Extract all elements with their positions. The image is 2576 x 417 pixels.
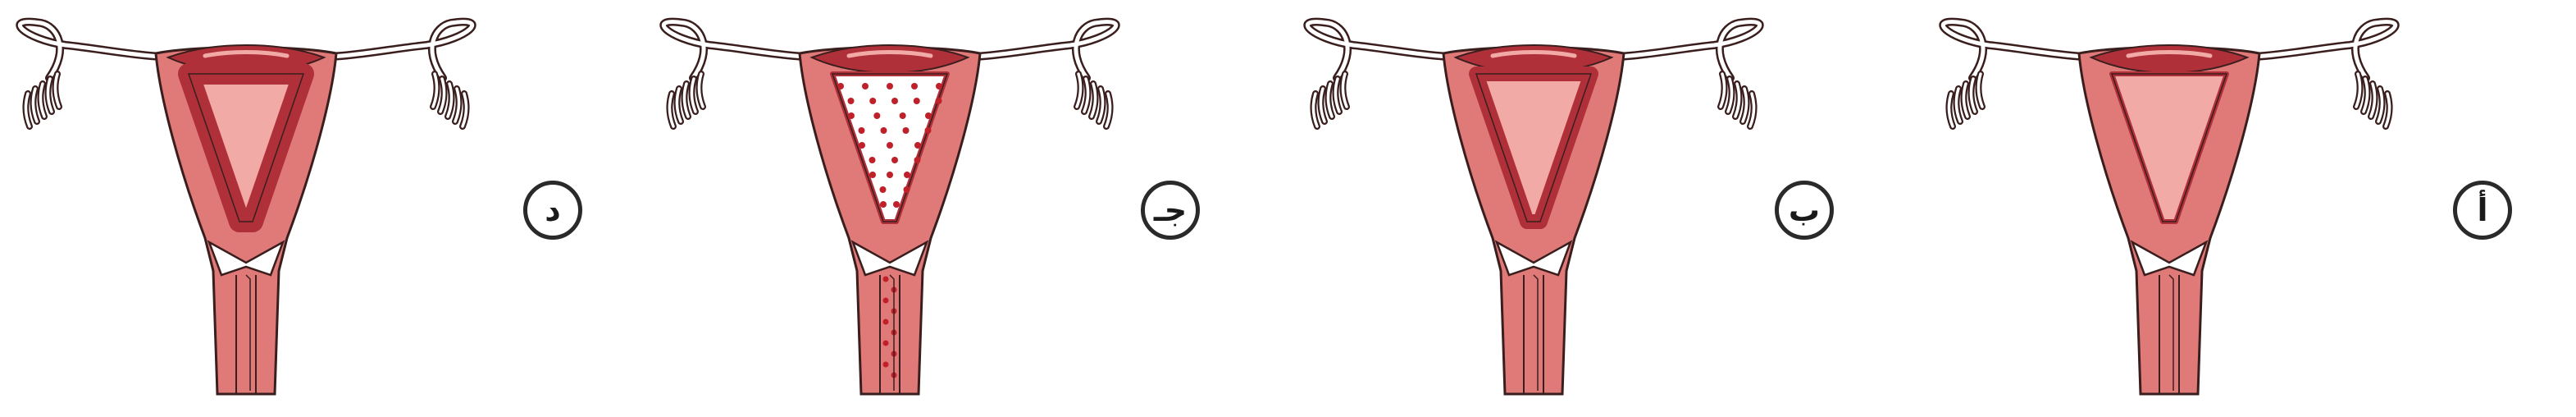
blood-droplet bbox=[924, 127, 932, 134]
blood-droplet bbox=[882, 340, 889, 346]
uterus-group bbox=[16, 17, 476, 396]
blood-droplet bbox=[858, 127, 865, 134]
panel-label-a: أ bbox=[2453, 181, 2512, 240]
uterus-group bbox=[1303, 17, 1764, 396]
blood-droplet bbox=[873, 112, 881, 119]
blood-droplet bbox=[882, 361, 889, 368]
blood-droplet bbox=[869, 98, 877, 104]
panel-label-b: ب bbox=[1775, 181, 1834, 240]
cervix bbox=[207, 240, 285, 277]
blood-droplet bbox=[887, 142, 893, 149]
uterus-illustration-a bbox=[1939, 17, 2400, 396]
cervix bbox=[850, 240, 929, 277]
blood-droplet bbox=[848, 112, 855, 119]
uterus-illustration-j bbox=[659, 17, 1120, 396]
uterus-illustration-d bbox=[16, 17, 476, 396]
fundus bbox=[2089, 44, 2250, 74]
uterus-group bbox=[1939, 17, 2400, 396]
blood-droplet bbox=[880, 127, 887, 134]
uterus-group bbox=[659, 17, 1120, 396]
vaginal-rugae bbox=[1533, 274, 1539, 391]
blood-droplet bbox=[914, 157, 921, 163]
panel-d: د bbox=[0, 0, 644, 417]
blood-droplet bbox=[925, 112, 932, 119]
panel-label-d: د bbox=[523, 181, 582, 240]
blood-droplet bbox=[869, 157, 876, 163]
blood-droplet bbox=[847, 98, 855, 104]
blood-droplet bbox=[837, 83, 844, 89]
blood-droplet bbox=[862, 83, 869, 89]
panel-a: أ bbox=[1931, 0, 2575, 417]
blood-droplet bbox=[891, 98, 898, 104]
blood-droplet bbox=[913, 98, 920, 104]
blood-droplet bbox=[882, 318, 889, 325]
blood-droplet bbox=[911, 83, 918, 89]
blood-droplet bbox=[936, 83, 942, 89]
blood-droplet bbox=[935, 98, 942, 104]
vaginal-rugae bbox=[245, 274, 251, 391]
panel-j: جـ bbox=[644, 0, 1288, 417]
uterus-illustration-b bbox=[1303, 17, 1764, 396]
blood-droplet bbox=[887, 172, 893, 178]
blood-droplet bbox=[882, 297, 889, 304]
blood-droplet bbox=[882, 276, 889, 282]
blood-droplet bbox=[879, 186, 887, 193]
blood-droplet bbox=[891, 157, 898, 163]
blood-droplet bbox=[887, 83, 893, 89]
blood-droplet bbox=[859, 142, 865, 149]
blood-droplet bbox=[899, 112, 906, 119]
blood-droplet bbox=[893, 201, 900, 208]
blood-droplet bbox=[880, 201, 887, 208]
cervix bbox=[1494, 240, 1573, 277]
panel-label-j: جـ bbox=[1141, 181, 1200, 240]
blood-droplet bbox=[869, 172, 876, 178]
panel-b: ب bbox=[1288, 0, 1931, 417]
blood-droplet bbox=[903, 186, 910, 193]
blood-droplet bbox=[904, 172, 910, 178]
cervix bbox=[2130, 240, 2209, 277]
blood-droplet bbox=[914, 142, 921, 149]
vaginal-rugae bbox=[2168, 274, 2174, 391]
fundus bbox=[809, 44, 970, 74]
vaginal-rugae bbox=[889, 274, 895, 391]
blood-droplet bbox=[902, 127, 910, 134]
